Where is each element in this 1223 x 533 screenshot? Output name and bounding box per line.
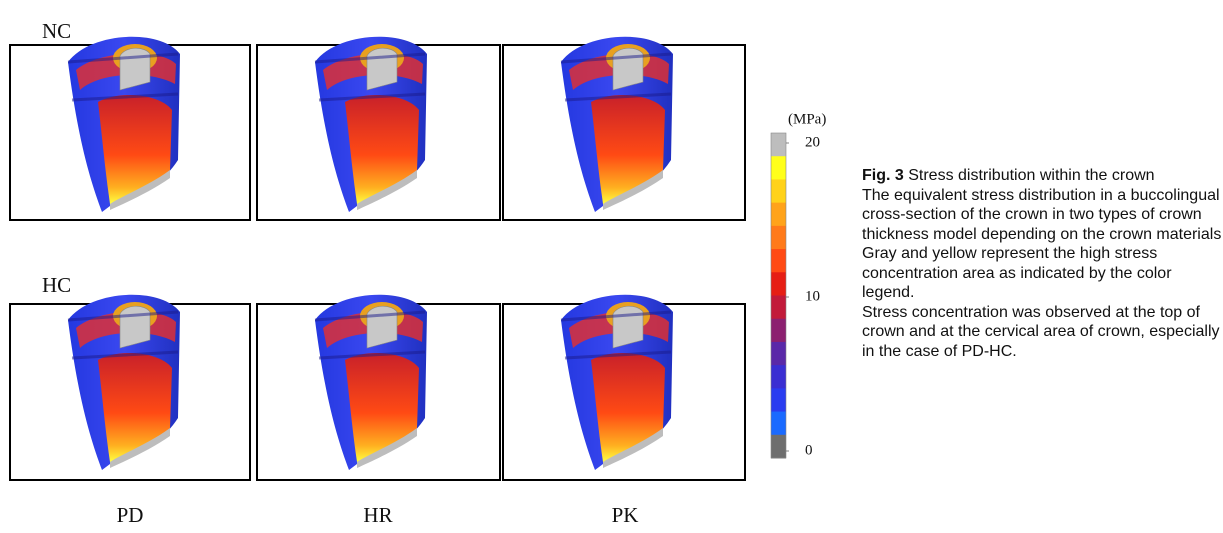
caption-paragraph: Stress concentration was observed at the… — [862, 303, 1222, 362]
column-label: HR — [363, 503, 392, 527]
color-swatch — [771, 272, 786, 296]
legend-tick-label: 20 — [805, 134, 820, 150]
caption-title-text: Stress distribution within the crown — [908, 167, 1154, 184]
column-label: PD — [117, 503, 144, 527]
color-swatch — [771, 249, 786, 273]
color-swatch — [771, 156, 786, 180]
caption-title: Fig. 3 Stress distribution within the cr… — [862, 166, 1222, 186]
color-swatch — [771, 133, 786, 157]
caption-label: Fig. 3 — [862, 167, 904, 184]
caption-paragraph: Gray and yellow represent the high stres… — [862, 244, 1222, 303]
color-swatch — [771, 203, 786, 227]
color-swatch — [771, 226, 786, 250]
figure-page: NC HC (MPa) PD HR PK 20 10 0 Fig. 3 Stress di… — [0, 0, 1223, 533]
color-swatch — [771, 435, 786, 459]
color-swatch — [771, 365, 786, 389]
legend-tick-label: 10 — [805, 288, 820, 304]
column-label: PK — [612, 503, 639, 527]
row-label: HC — [42, 273, 71, 297]
color-swatch — [771, 412, 786, 436]
row-label: NC — [42, 19, 71, 43]
color-swatch — [771, 319, 786, 343]
legend-tick-label: 0 — [805, 442, 813, 458]
caption-paragraph: The equivalent stress distribution in a … — [862, 186, 1222, 245]
color-swatch — [771, 388, 786, 412]
color-swatch — [771, 296, 786, 320]
caption: Fig. 3 Stress distribution within the cr… — [862, 166, 1222, 361]
legend-unit: (MPa) — [788, 111, 826, 127]
color-swatch — [771, 179, 786, 203]
color-swatch — [771, 342, 786, 366]
